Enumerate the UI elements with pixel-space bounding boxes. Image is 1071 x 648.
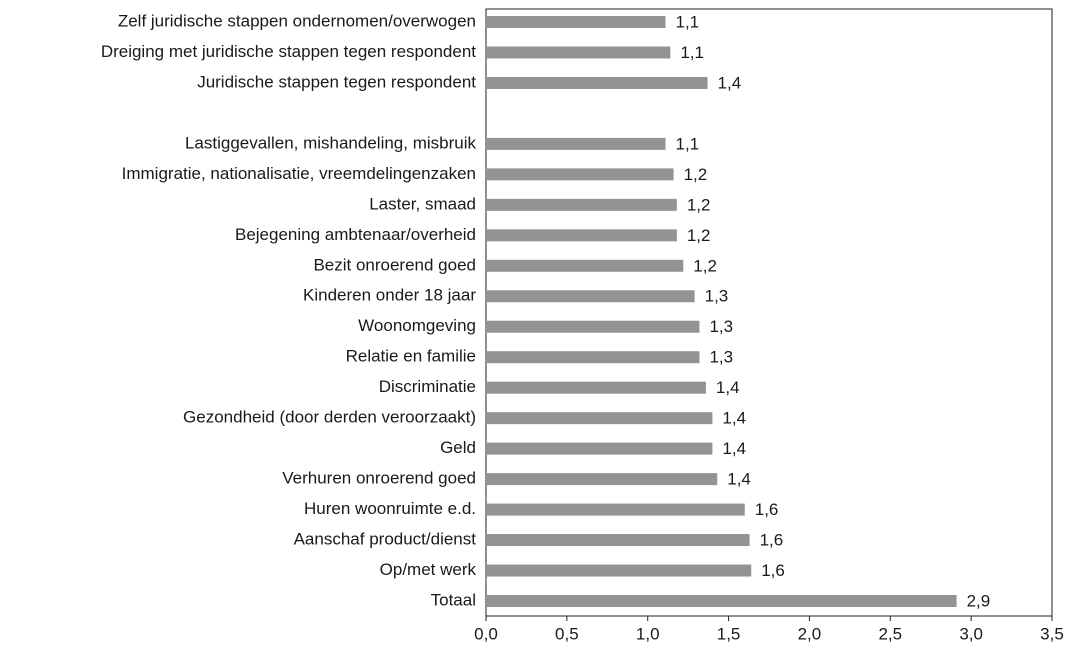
bar <box>486 76 708 89</box>
bar <box>486 534 750 547</box>
bar <box>486 229 677 242</box>
value-label: 1,4 <box>727 470 751 489</box>
value-label: 1,4 <box>718 73 742 92</box>
x-tick-label: 3,5 <box>1040 624 1064 643</box>
bar <box>486 595 957 607</box>
y-tick-label: Discriminatie <box>379 377 476 396</box>
bar <box>486 320 700 333</box>
bar <box>486 46 671 59</box>
y-tick-label: Bezit onroerend goed <box>313 255 476 274</box>
y-tick-label: Laster, smaad <box>369 194 476 213</box>
value-label: 1,3 <box>709 348 733 367</box>
y-tick-label: Aanschaf product/dienst <box>294 530 477 549</box>
value-label: 1,6 <box>755 500 779 519</box>
value-label: 1,6 <box>761 561 785 580</box>
bar <box>486 168 674 181</box>
y-tick-label: Immigratie, nationalisatie, vreemdelinge… <box>122 164 476 183</box>
y-tick-label: Totaal <box>431 590 476 609</box>
bar <box>486 259 684 272</box>
value-label: 1,3 <box>709 317 733 336</box>
bar <box>486 290 695 303</box>
x-tick-label: 0,0 <box>474 624 498 643</box>
bar <box>486 564 752 577</box>
value-label: 1,3 <box>705 287 729 306</box>
x-tick-label: 1,0 <box>636 624 660 643</box>
y-tick-label: Lastiggevallen, mishandeling, misbruik <box>185 133 477 152</box>
value-label: 1,2 <box>693 256 717 275</box>
bar <box>486 16 666 28</box>
y-tick-label: Juridische stappen tegen respondent <box>197 72 476 91</box>
bar <box>486 381 706 394</box>
value-label: 1,4 <box>722 409 746 428</box>
x-tick-label: 1,5 <box>717 624 741 643</box>
value-label: 1,4 <box>722 439 746 458</box>
bar <box>486 412 713 425</box>
x-tick-label: 2,0 <box>798 624 822 643</box>
value-label: 1,6 <box>760 531 784 550</box>
y-tick-label: Op/met werk <box>380 560 477 579</box>
value-label: 1,2 <box>687 226 711 245</box>
value-label: 1,1 <box>676 12 700 31</box>
y-tick-label: Verhuren onroerend goed <box>282 469 476 488</box>
value-label: 1,1 <box>680 43 704 62</box>
x-tick-label: 2,5 <box>878 624 902 643</box>
plot-frame <box>485 8 1053 617</box>
y-tick-label: Kinderen onder 18 jaar <box>303 286 476 305</box>
bar <box>486 473 718 486</box>
y-tick-label: Relatie en familie <box>346 347 476 366</box>
bar <box>486 351 700 364</box>
y-tick-label: Bejegening ambtenaar/overheid <box>235 225 476 244</box>
y-tick-label: Geld <box>440 438 476 457</box>
value-label: 1,2 <box>687 195 711 214</box>
value-label: 2,9 <box>967 591 991 610</box>
value-label: 1,1 <box>676 134 700 153</box>
bar <box>486 198 677 211</box>
bar <box>486 137 666 150</box>
y-tick-label: Zelf juridische stappen ondernomen/overw… <box>118 11 476 30</box>
y-tick-label: Woonomgeving <box>358 316 476 335</box>
y-tick-label: Gezondheid (door derden veroorzaakt) <box>183 408 476 427</box>
y-tick-label: Dreiging met juridische stappen tegen re… <box>101 42 476 61</box>
bar <box>486 442 713 455</box>
value-label: 1,4 <box>716 378 740 397</box>
bar <box>486 503 745 516</box>
x-tick-label: 0,5 <box>555 624 579 643</box>
x-tick-label: 3,0 <box>959 624 983 643</box>
y-tick-label: Huren woonruimte e.d. <box>304 499 476 518</box>
value-label: 1,2 <box>684 165 708 184</box>
